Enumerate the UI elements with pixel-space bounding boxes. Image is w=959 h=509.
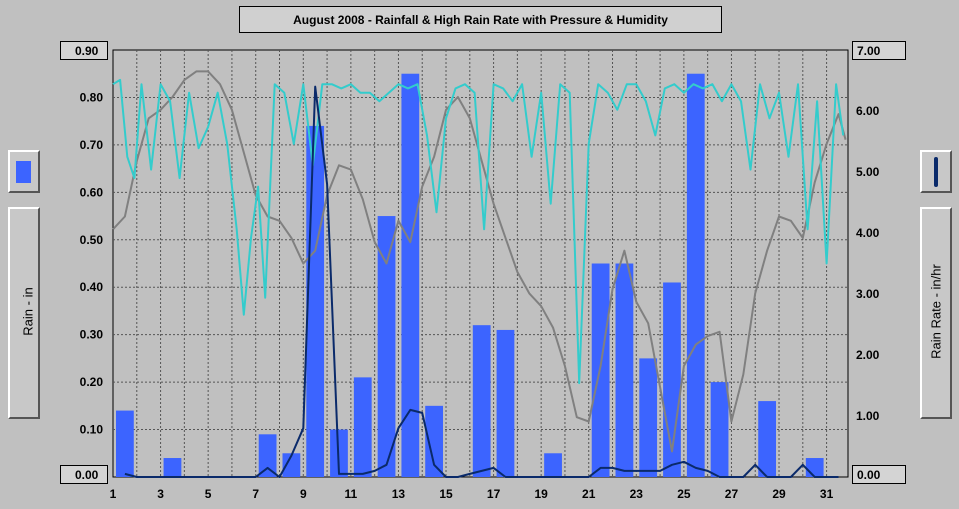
x-tick-label: 9 — [300, 487, 307, 501]
x-tick-label: 23 — [630, 487, 644, 501]
y-tick-label: 0.60 — [80, 185, 104, 199]
y-tick-label: 0.40 — [80, 280, 104, 294]
rain-bar — [496, 329, 515, 477]
y2-tick-label: 2.00 — [856, 348, 880, 362]
y2-tick-label: 1.00 — [856, 409, 880, 423]
rain-bar — [353, 377, 372, 477]
right-axis-label-panel — [920, 207, 952, 419]
left-top-value-box: 0.90 — [60, 41, 108, 60]
y2-tick-label: 3.00 — [856, 287, 880, 301]
left-bottom-value-label: 0.00 — [75, 468, 99, 482]
rain-bar — [615, 263, 634, 477]
rain-bar — [163, 458, 182, 477]
right-bottom-value-box: 0.00 — [852, 465, 906, 484]
left-axis-label-panel — [8, 207, 40, 419]
pressure-line — [112, 70, 847, 453]
rain-bar — [401, 73, 420, 477]
x-tick-label: 7 — [252, 487, 259, 501]
rain-bar — [758, 401, 777, 477]
rain-rate-line-swatch-icon — [934, 157, 938, 187]
x-tick-label: 25 — [677, 487, 691, 501]
x-tick-label: 11 — [345, 487, 358, 501]
left-bottom-value-box: 0.00 — [60, 465, 108, 484]
rain-bar — [472, 325, 491, 477]
rain-bar — [544, 453, 562, 477]
right-bottom-value-label: 0.00 — [857, 468, 881, 482]
x-tick-label: 1 — [110, 487, 117, 501]
x-tick-label: 19 — [534, 487, 548, 501]
rain-bar — [306, 125, 325, 478]
x-tick-label: 29 — [772, 487, 786, 501]
x-tick-label: 5 — [205, 487, 212, 501]
chart-title: August 2008 - Rainfall & High Rain Rate … — [239, 6, 722, 33]
x-tick-label: 17 — [487, 487, 501, 501]
rain-bar — [425, 405, 444, 477]
y2-tick-label: 6.00 — [856, 104, 880, 118]
rain-bar — [282, 453, 301, 477]
y-tick-label: 0.10 — [80, 423, 104, 437]
rain-legend-box — [8, 150, 40, 193]
rain-bar — [805, 458, 824, 477]
rain-bar — [710, 382, 729, 477]
x-tick-label: 31 — [820, 487, 834, 501]
y-tick-label: 0.30 — [80, 328, 104, 342]
rain-bar — [686, 73, 705, 477]
rain-bar — [258, 434, 277, 477]
rain-rate-legend-box — [920, 150, 952, 193]
rain-bar-swatch-icon — [16, 161, 31, 183]
y2-tick-label: 4.00 — [856, 226, 880, 240]
x-tick-label: 13 — [392, 487, 406, 501]
y-tick-label: 0.50 — [80, 233, 104, 247]
right-top-value-label: 7.00 — [857, 44, 881, 58]
x-tick-label: 21 — [582, 487, 596, 501]
right-top-value-box: 7.00 — [852, 41, 906, 60]
rain-bar — [639, 358, 658, 477]
y-tick-label: 0.80 — [80, 90, 104, 104]
y-tick-label: 0.20 — [80, 375, 104, 389]
rain-bar — [377, 216, 396, 478]
x-tick-label: 15 — [439, 487, 453, 501]
rain-bar — [116, 410, 134, 477]
humidity-line — [112, 78, 845, 385]
x-tick-label: 27 — [725, 487, 739, 501]
left-top-value-label: 0.90 — [75, 44, 99, 58]
y-tick-label: 0.70 — [80, 138, 104, 152]
y2-tick-label: 5.00 — [856, 165, 880, 179]
x-tick-label: 3 — [157, 487, 164, 501]
rain-rate-line — [124, 85, 839, 478]
